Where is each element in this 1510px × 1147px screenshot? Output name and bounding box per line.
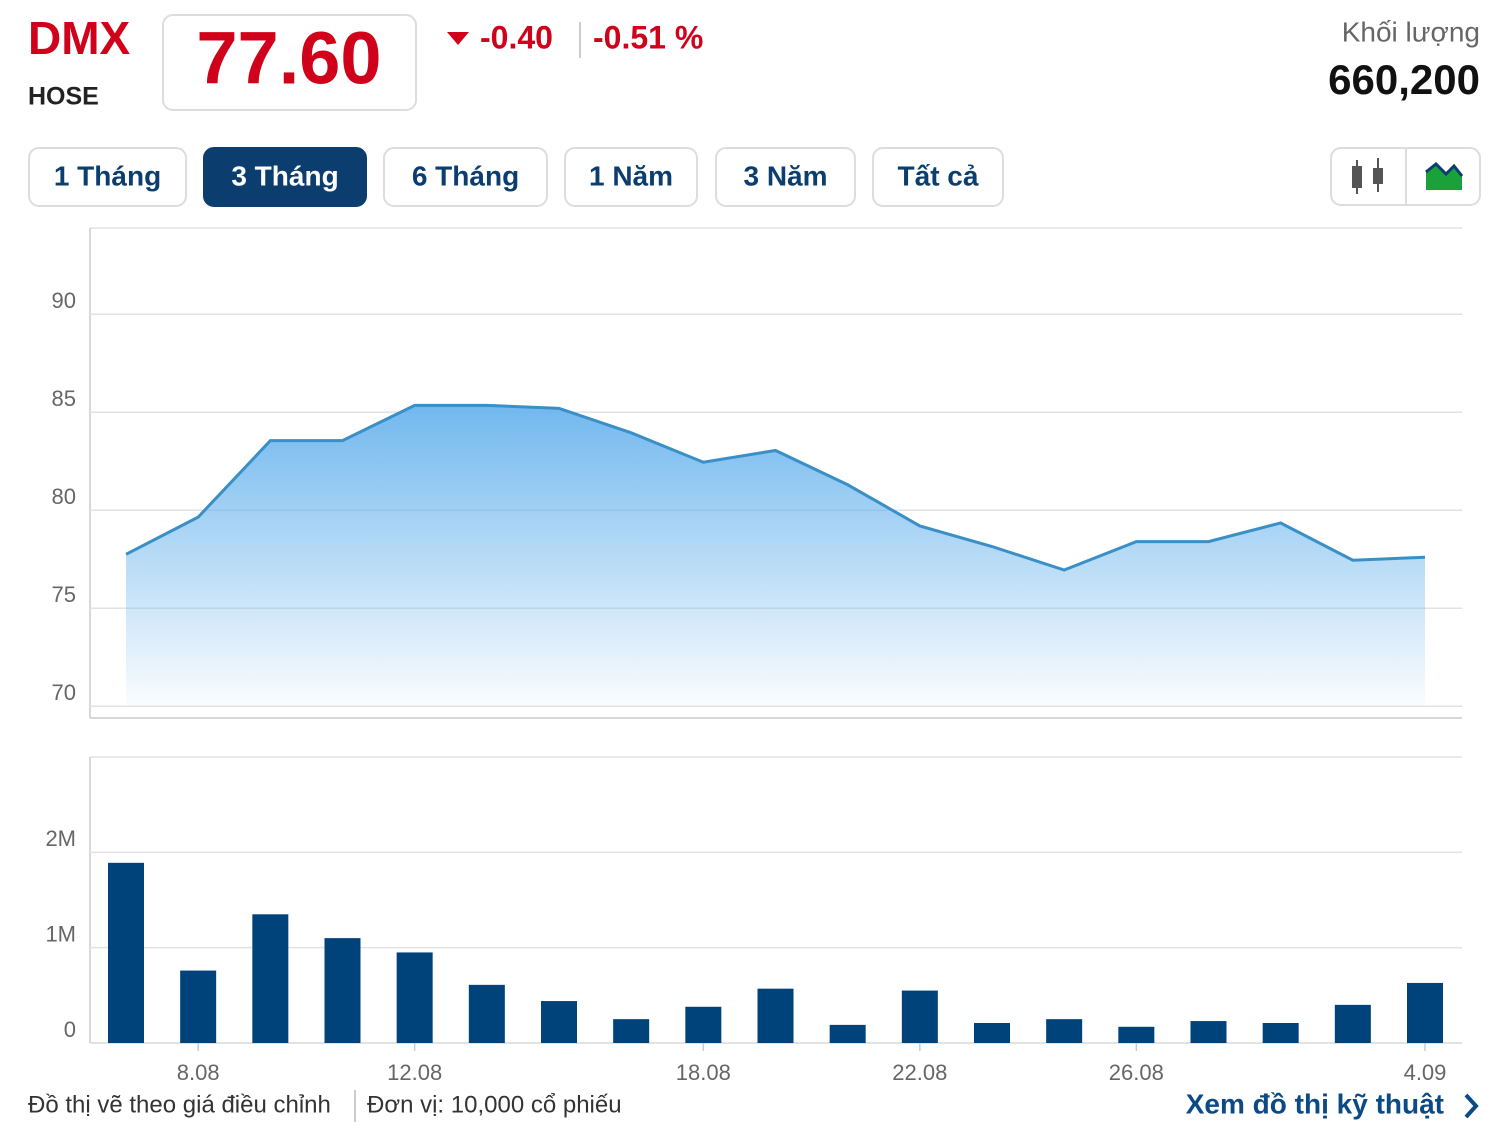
- tab-button[interactable]: [715, 147, 856, 207]
- exchange: HOSE: [28, 83, 99, 111]
- tab-label[interactable]: 3 Tháng: [231, 160, 338, 191]
- footer-note: Đồ thị vẽ theo giá điều chỉnh: [28, 1091, 331, 1118]
- tab-label[interactable]: Tất cả: [898, 160, 979, 191]
- area-icon[interactable]: [1406, 148, 1480, 205]
- x-tick-label: 22.08: [892, 1060, 947, 1085]
- area-fill: [126, 405, 1425, 706]
- tabs: 1 Tháng 3 Tháng 6 Tháng 1 Năm 3 Năm Tất cả: [28, 147, 1004, 207]
- price: 77.60: [196, 17, 381, 100]
- x-tick-label: 18.08: [676, 1060, 731, 1085]
- volume: 660,200: [1328, 56, 1480, 103]
- volume-bar: [541, 1001, 577, 1043]
- volume-bar: [901, 990, 938, 1043]
- tab-label[interactable]: 1 Tháng: [54, 160, 161, 191]
- volume-bar: [1190, 1021, 1227, 1043]
- tab-button[interactable]: [28, 147, 187, 207]
- volume-bar: [685, 1006, 722, 1043]
- change-percent: -0.51 %: [593, 19, 703, 55]
- volume-bar: [180, 970, 217, 1043]
- y-tick-label: 75: [52, 582, 76, 607]
- volume-bar: [468, 984, 505, 1043]
- volume-bar: [252, 914, 289, 1043]
- volume-bar: [1407, 982, 1443, 1043]
- price-box: [162, 14, 417, 111]
- y-tick-label: 80: [52, 484, 76, 509]
- change: -0.40: [480, 19, 553, 55]
- tab-button[interactable]: [564, 147, 698, 207]
- x-tick-label: 12.08: [387, 1060, 442, 1085]
- x-tick-label: 8.08: [177, 1060, 220, 1085]
- footer-unit: Đơn vị: 10,000 cổ phiếu: [367, 1091, 622, 1118]
- x-tick-label: 26.08: [1109, 1060, 1164, 1085]
- volume-label: Khối lượng: [1342, 16, 1480, 47]
- y-tick-label: 90: [52, 288, 76, 313]
- volume-bar: [1046, 1019, 1083, 1043]
- volume-bar: [757, 988, 794, 1043]
- price-line: [125, 403, 1426, 572]
- volume-bar: [1334, 1004, 1371, 1043]
- icon-area: [1426, 164, 1462, 190]
- volume-bar: [1262, 1022, 1299, 1043]
- candlestick-button[interactable]: [1331, 148, 1406, 205]
- icon-candle: [1373, 168, 1383, 184]
- volume-bar: [974, 1022, 1010, 1043]
- candlestick-icon[interactable]: [1331, 148, 1406, 205]
- tab-button[interactable]: [872, 147, 1004, 207]
- y-tick-label: 1M: [45, 921, 76, 946]
- volume-bar: [324, 938, 361, 1043]
- tab-button[interactable]: [383, 147, 548, 207]
- tab-label[interactable]: 1 Năm: [589, 160, 673, 191]
- volume-bar: [108, 862, 144, 1043]
- volume-bar: [613, 1019, 650, 1043]
- tab-label[interactable]: 6 Tháng: [412, 160, 519, 191]
- volume-bar: [1118, 1026, 1155, 1043]
- tab-label[interactable]: 3 Năm: [743, 160, 827, 191]
- technical-chart-link[interactable]: Xem đồ thị kỹ thuật: [1186, 1088, 1444, 1119]
- link-chevron[interactable]: [1464, 1093, 1479, 1119]
- x-tick-label: 4.09: [1404, 1060, 1447, 1085]
- icon-candle: [1352, 166, 1362, 188]
- y-tick-label: 70: [52, 680, 76, 705]
- y-tick-label: 85: [52, 386, 76, 411]
- ticker: DMX: [28, 12, 131, 64]
- y-tick-label: 0: [64, 1017, 76, 1042]
- tab-button[interactable]: [203, 147, 367, 207]
- volume-bar: [396, 952, 433, 1043]
- volume-bar: [829, 1024, 866, 1043]
- icon-line: [1425, 161, 1464, 177]
- down-arrow: [447, 32, 469, 45]
- y-tick-label: 2M: [45, 826, 76, 851]
